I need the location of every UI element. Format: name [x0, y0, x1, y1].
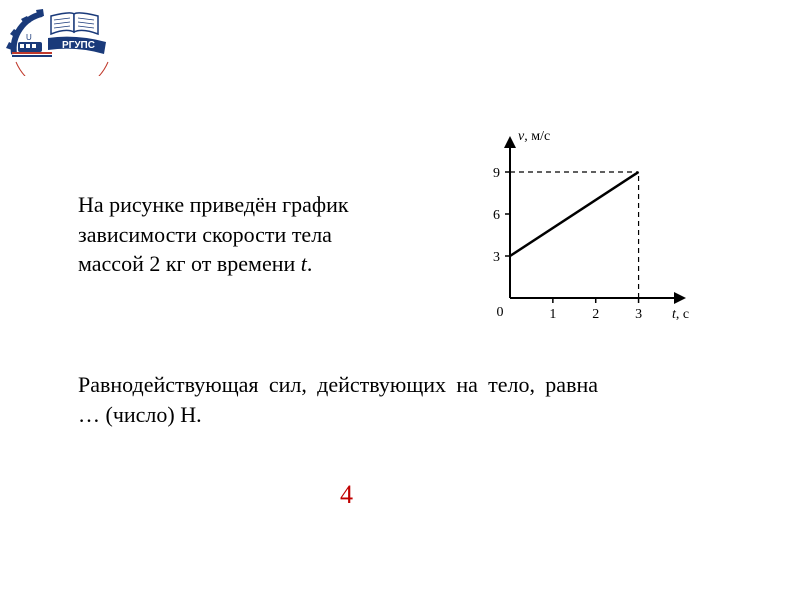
institution-logo: U РГУПС РОСТОВ-НА-ДОНУ: [6, 6, 116, 76]
problem-statement: На рисунке приведён график зависимости с…: [78, 190, 418, 279]
problem-line2: зависимости скорости тела: [78, 222, 332, 247]
logo-band-text: РГУПС: [62, 40, 95, 51]
logo-u-text: U: [26, 33, 32, 42]
svg-text:6: 6: [493, 208, 500, 223]
svg-text:1: 1: [549, 307, 556, 322]
svg-text:2: 2: [592, 307, 599, 322]
problem-line3-suffix: .: [307, 251, 313, 276]
answer-value: 4: [340, 480, 353, 510]
svg-text:v, м/с: v, м/с: [518, 130, 550, 144]
svg-text:3: 3: [635, 307, 642, 322]
svg-text:3: 3: [493, 250, 500, 265]
question-body: Равнодействующая сил, действующих на тел…: [78, 372, 598, 427]
question-text: Равнодействующая сил, действующих на тел…: [78, 370, 598, 429]
velocity-time-chart: 1 2 3 3 6 9 0 v, м/с t, с: [460, 130, 700, 330]
problem-line1: На рисунке приведён график: [78, 192, 349, 217]
book-icon: [51, 13, 98, 34]
svg-text:0: 0: [497, 305, 504, 320]
svg-text:t, с: t, с: [672, 307, 689, 322]
train-icon: [12, 42, 52, 57]
problem-line3-prefix: массой 2 кг от времени: [78, 251, 301, 276]
svg-text:9: 9: [493, 166, 500, 181]
